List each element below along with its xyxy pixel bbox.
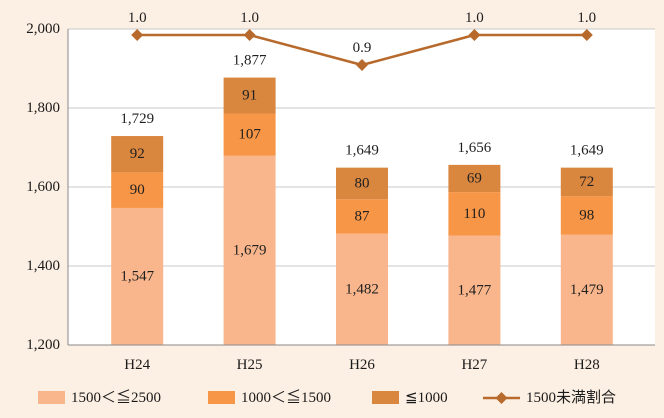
bar-stack-h26: 1,482 87 80 1,649 [336, 143, 388, 345]
bar-segment-label: 69 [467, 171, 482, 187]
line-point-label: 1.0 [465, 10, 484, 26]
legend-item-line-series: 1500未満割合 [483, 389, 616, 406]
y-tick-label: 1,200 [26, 337, 60, 353]
bar-stack-h25: 1,679 107 91 1,877 [223, 53, 276, 345]
line-diamond-marker [356, 59, 368, 72]
bar-stack-h28: 1,479 98 72 1,649 [560, 143, 613, 345]
bar-total-label: 1,656 [458, 140, 492, 156]
legend-item-series-1: 1500＜≦2500 [38, 389, 161, 406]
line-diamond-marker [243, 29, 256, 42]
bar-segment-series-3 [336, 167, 388, 200]
bar-segment-label: 1,482 [345, 281, 379, 297]
bar-segment-series-1 [111, 207, 164, 345]
bar-segment-series-1 [336, 233, 388, 345]
y-axis: 1,200 1,400 1,600 1,800 2,000 [26, 21, 69, 353]
bar-segment-series-3 [223, 77, 276, 114]
bar-segment-label: 87 [355, 208, 371, 224]
line-point-label: 0.9 [353, 40, 372, 56]
bar-total-label: 1,649 [570, 143, 604, 159]
line-point-label: 1.0 [240, 10, 259, 26]
legend-label: 1000＜≦1500 [241, 389, 331, 406]
bar-segment-series-3 [111, 136, 164, 173]
legend-label: ≦1000 [405, 390, 448, 406]
x-tick-label: H25 [237, 357, 263, 373]
legend-diamond-marker [495, 392, 508, 404]
bar-total-label: 1,877 [233, 53, 267, 69]
x-tick-label: H27 [461, 357, 487, 373]
bar-segment-label: 1,679 [233, 242, 267, 258]
line-diamond-marker [468, 29, 481, 42]
bar-total-label: 1,649 [345, 143, 379, 159]
bar-segment-series-1 [223, 155, 276, 345]
bar-segment-label: 1,547 [120, 268, 154, 284]
bar-segment-series-2 [111, 172, 164, 208]
bar-stack-h27: 1,477 110 69 1,656 [448, 140, 501, 345]
bar-segment-series-2 [560, 196, 613, 235]
bar-segment-label: 72 [579, 174, 594, 190]
bar-segment-label: 98 [579, 207, 594, 223]
legend: 1500＜≦2500 1000＜≦1500 ≦1000 1500未満割合 [38, 389, 616, 406]
line-point-label: 1.0 [128, 10, 147, 26]
y-tick-label: 1,800 [26, 100, 60, 116]
legend-swatch [372, 391, 399, 404]
bar-segment-series-1 [560, 234, 613, 345]
legend-swatch [208, 391, 235, 404]
x-axis: H24 H25 H26 H27 H28 [68, 344, 655, 373]
legend-swatch [38, 391, 65, 404]
bar-segment-label: 110 [463, 206, 485, 222]
bar-segment-label: 107 [238, 127, 261, 143]
line-series: 1.0 1.0 0.9 1.0 1.0 [128, 10, 596, 72]
line-diamond-marker [131, 29, 144, 42]
bar-stack-h24: 1,547 90 92 1,729 [111, 111, 164, 345]
x-tick-label: H28 [574, 357, 600, 373]
bar-segment-series-2 [336, 199, 388, 234]
bar-segment-label: 1,477 [458, 282, 492, 298]
bar-segment-label: 92 [130, 146, 145, 162]
legend-label: 1500未満割合 [526, 389, 616, 406]
bar-segment-series-1 [448, 235, 501, 345]
bar-segment-label: 91 [242, 88, 257, 104]
x-tick-label: H24 [124, 357, 150, 373]
x-tick-label: H26 [349, 357, 375, 373]
bar-segment-series-3 [560, 167, 613, 197]
bar-segment-series-2 [223, 113, 276, 156]
y-tick-label: 2,000 [26, 21, 60, 37]
bar-total-label: 1,729 [120, 111, 154, 127]
bar-segment-label: 80 [355, 175, 370, 191]
bar-segment-label: 90 [130, 182, 145, 198]
legend-label: 1500＜≦2500 [71, 389, 161, 406]
bar-segment-series-3 [448, 164, 501, 193]
line-point-label: 1.0 [577, 10, 596, 26]
y-tick-label: 1,600 [26, 179, 60, 195]
bar-segment-label: 1,479 [570, 282, 604, 298]
legend-item-series-2: 1000＜≦1500 [208, 389, 331, 406]
y-tick-label: 1,400 [26, 258, 60, 274]
bar-segment-series-2 [448, 192, 501, 236]
line-diamond-marker [580, 29, 593, 42]
bar-series: 1,54790921,7291,679107911,8771,48287801,… [111, 53, 613, 345]
legend-item-series-3: ≦1000 [372, 390, 448, 406]
